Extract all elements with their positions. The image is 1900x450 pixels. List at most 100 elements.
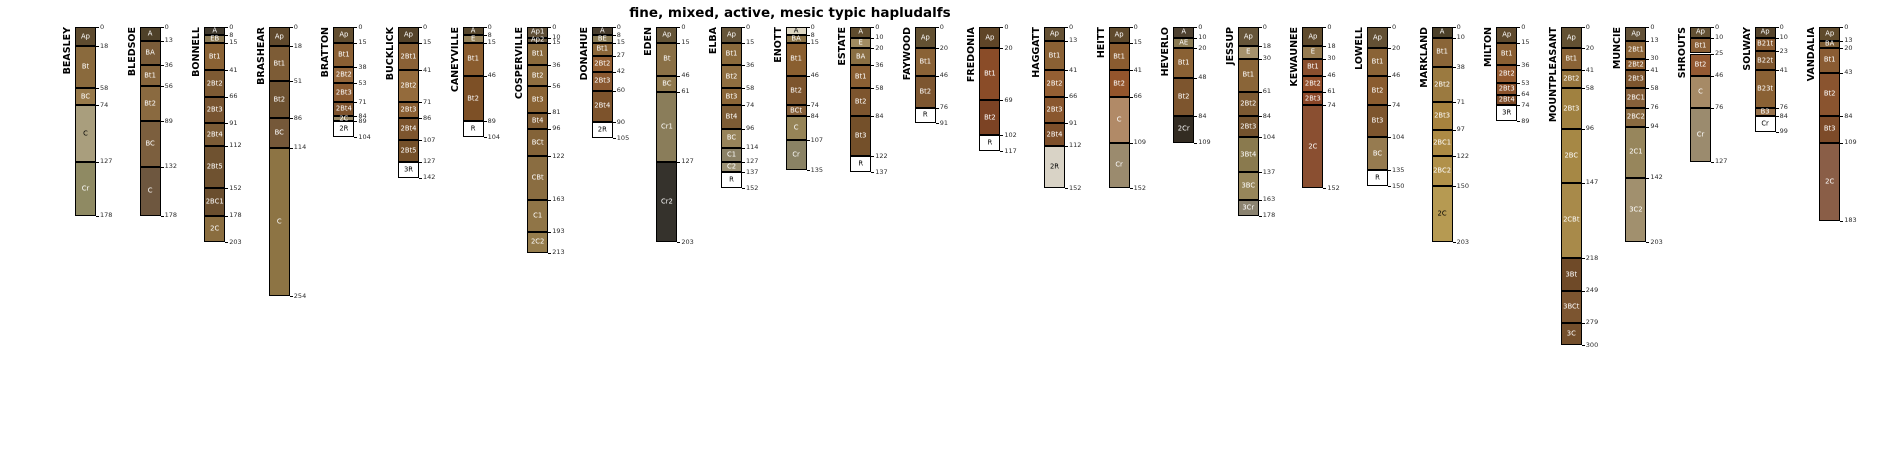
depth-label: 279 (1585, 318, 1599, 327)
depth-tick (1258, 215, 1262, 217)
depth-label: 15 (423, 38, 432, 47)
horizon-vandalia-bt1: Bt1 (1819, 48, 1841, 73)
depth-label: 38 (358, 62, 367, 71)
depth-label: 71 (423, 97, 432, 106)
horizon-label: Bt2 (1694, 60, 1707, 69)
depth-label: 23 (1779, 46, 1788, 55)
horizon-muncie-2bt3: 2Bt3 (1625, 70, 1647, 89)
depth-label: 15 (552, 38, 561, 47)
depth-label: 0 (1262, 22, 1267, 31)
depth-label: 0 (552, 22, 557, 31)
depth-label: 15 (229, 38, 238, 47)
depth-tick (419, 27, 422, 28)
horizon-label: C (276, 217, 282, 226)
depth-label: 66 (1133, 92, 1142, 101)
horizon-bratton-ap: Ap (333, 27, 355, 43)
depth-label: 84 (358, 111, 367, 120)
horizon-label: Cr1 (660, 122, 673, 131)
horizon-label: Ap (1696, 27, 1705, 36)
horizon-label: 2Bt2 (1304, 79, 1321, 88)
horizon-label: Ap (920, 33, 930, 42)
horizon-label: A (147, 29, 153, 38)
horizon-lowell-bc: BC (1367, 137, 1388, 171)
horizon-label: 2Bt3 (1046, 105, 1063, 114)
horizon-mountpleasant-2cbt: 2CBt (1560, 182, 1582, 259)
depth-tick (1840, 72, 1844, 74)
horizon-label: C (1116, 115, 1122, 124)
horizon-enott-cr: Cr (785, 140, 807, 171)
depth-tick (225, 70, 229, 72)
horizon-label: 2R (1049, 162, 1060, 171)
depth-tick (96, 105, 99, 107)
horizon-label: Bt1 (1177, 58, 1190, 67)
horizon-donahue-2bt4: 2Bt4 (591, 90, 613, 123)
horizon-label: Bt3 (531, 95, 544, 104)
depth-tick (806, 35, 810, 37)
depth-tick (806, 27, 810, 28)
horizon-muncie-3c2: 3C2 (1625, 177, 1647, 243)
horizon-cosperville-c1: C1 (527, 199, 549, 232)
depth-label: 8 (616, 30, 621, 39)
depth-label: 84 (1262, 111, 1272, 120)
horizon-label: 2Bt4 (1046, 130, 1063, 139)
depth-label: 0 (1779, 22, 1784, 31)
horizon-label: Bt (663, 54, 671, 63)
horizon-label: A (858, 27, 864, 36)
horizon-label: Ap (1566, 33, 1576, 42)
horizon-label: E (1310, 48, 1316, 57)
depth-tick (96, 46, 99, 48)
depth-label: 0 (1392, 22, 1397, 31)
depth-label: 10 (1779, 33, 1788, 42)
depth-tick (354, 102, 358, 104)
horizon-fredonia-r: R (979, 135, 1001, 151)
horizon-kewaunee-2bt3: 2Bt3 (1302, 91, 1324, 106)
depth-tick (742, 147, 745, 149)
horizon-beasley-bc: BC (75, 88, 96, 106)
depth-label: 41 (1650, 65, 1659, 74)
depth-label: 0 (1456, 22, 1461, 31)
horizon-label: Bt2 (790, 86, 802, 95)
depth-tick (1000, 151, 1004, 153)
horizon-label: E (1246, 48, 1251, 57)
horizon-label: 2BC (1564, 151, 1579, 160)
horizon-milton-bt1: Bt1 (1496, 42, 1518, 66)
depth-tick (160, 86, 164, 88)
horizon-solway-b3: B3 (1754, 107, 1776, 117)
horizon-label: Bt1 (531, 49, 544, 58)
horizon-label: Ap (1308, 32, 1318, 41)
depth-tick (1646, 70, 1650, 72)
depth-tick (1194, 48, 1198, 50)
depth-tick (742, 172, 745, 174)
horizon-label: 2Bt2 (1627, 60, 1644, 69)
horizon-label: 2BC2 (1433, 166, 1452, 175)
horizon-label: R (470, 124, 476, 133)
depth-tick (160, 65, 164, 67)
depth-tick (483, 35, 487, 37)
horizon-heitt-bt2: Bt2 (1108, 70, 1130, 97)
depth-tick (1646, 27, 1650, 28)
depth-tick (354, 67, 358, 69)
horizon-shrouts-c: C (1690, 75, 1711, 108)
depth-label: 36 (552, 60, 561, 69)
series-name-enott: ENOTT (772, 27, 784, 63)
horizon-bledsoe-bt2: Bt2 (139, 86, 161, 122)
horizon-label: Ap2 (531, 35, 545, 44)
series-name-haggatt: HAGGATT (1031, 27, 1042, 78)
horizon-label: 2Bt3 (400, 105, 417, 114)
horizon-lowell-bt2: Bt2 (1367, 75, 1388, 106)
horizon-label: C (1698, 87, 1703, 96)
depth-tick (1581, 258, 1585, 260)
horizon-label: Ap (274, 32, 284, 41)
depth-tick (1840, 27, 1844, 28)
depth-tick (1258, 46, 1262, 48)
depth-label: 0 (423, 22, 428, 31)
horizon-label: Bt2 (467, 94, 479, 103)
depth-tick (1129, 42, 1133, 44)
horizon-label: 2Bt2 (1498, 69, 1515, 78)
horizon-label: Bt2 (725, 72, 738, 81)
horizon-brashear-bt2: Bt2 (268, 81, 290, 119)
horizon-label: 2Cr (1177, 124, 1190, 133)
depth-tick (96, 215, 99, 217)
depth-label: 41 (229, 65, 238, 74)
horizon-label: Bt2 (984, 113, 996, 122)
